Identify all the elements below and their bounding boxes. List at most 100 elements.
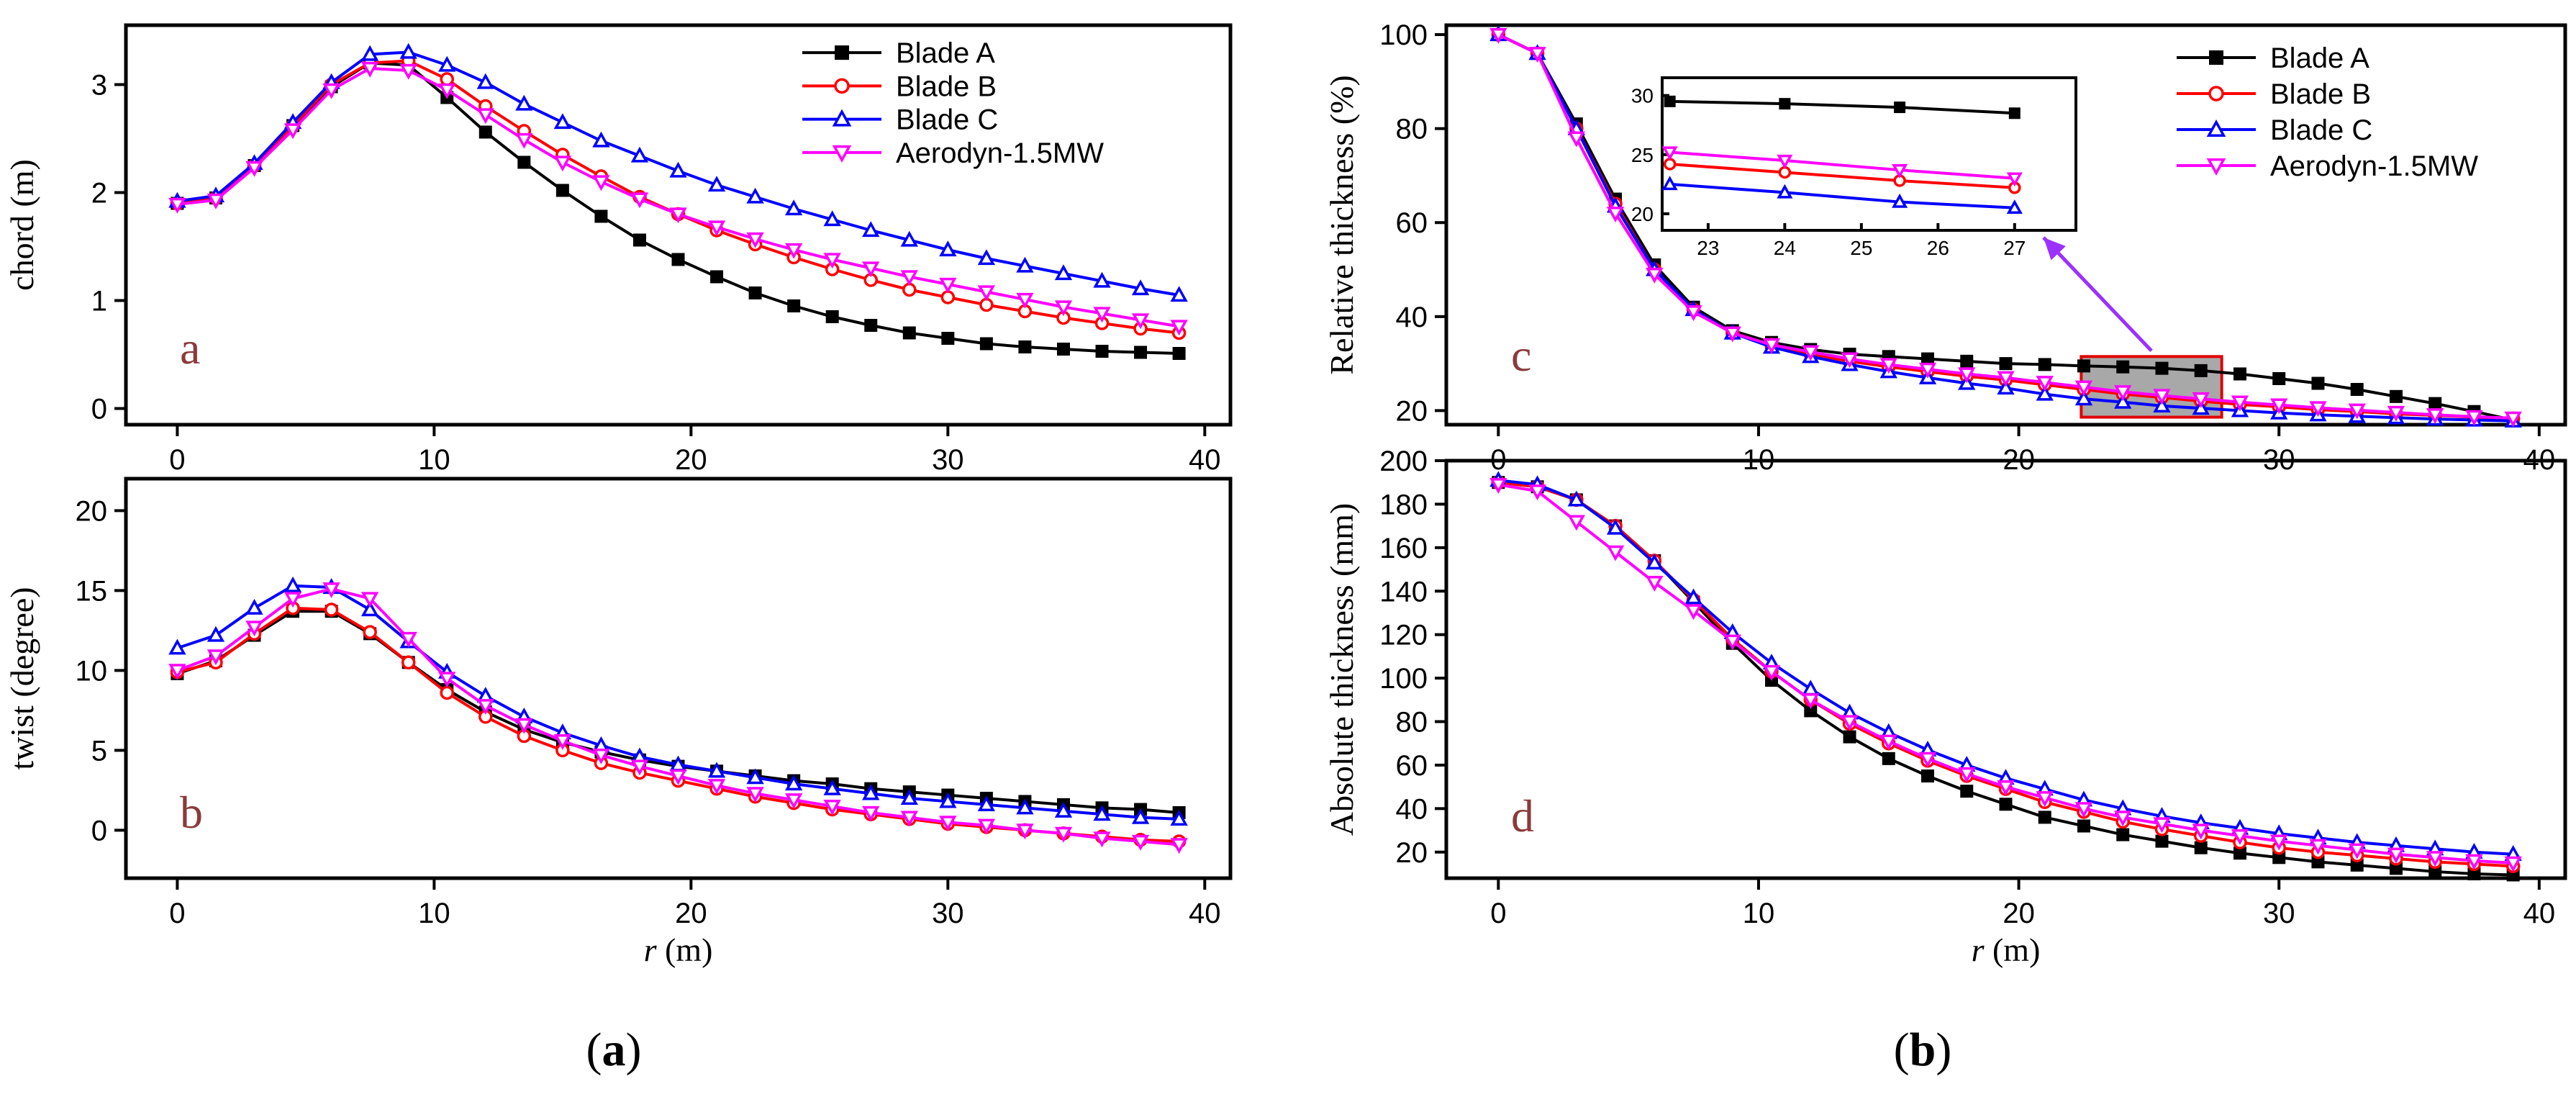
chord-xtick-label-40: 40 (1189, 444, 1221, 476)
chord-point-blade-a-10 (555, 184, 569, 197)
relative_thickness-point-aerodyn-1-5mw-6 (1723, 326, 1741, 343)
absolute_thickness-ytick-label-200: 200 (1379, 446, 1428, 477)
chord-point-aerodyn-1-5mw-7 (438, 83, 456, 99)
chord-point-aerodyn-1-5mw-24 (1093, 307, 1111, 323)
chord-point-blade-a-22 (1018, 340, 1032, 353)
absolute_thickness-point-aerodyn-1-5mw-10 (1879, 734, 1897, 751)
relative_thickness-point-aerodyn-1-5mw-23 (2387, 405, 2405, 422)
relative_thickness-inset-point-blade-a-0 (1664, 95, 1676, 107)
absolute_thickness-series-line-blade-a (1498, 481, 2513, 877)
twist-xtick-label-20: 20 (675, 898, 707, 929)
chord-xtick-label-10: 10 (418, 444, 450, 476)
relative_thickness-point-aerodyn-1-5mw-0 (1489, 27, 1507, 44)
twist-point-blade-c-3 (284, 576, 302, 592)
twist-point-aerodyn-1-5mw-3 (284, 592, 302, 608)
relative_thickness-point-aerodyn-1-5mw-2 (1567, 131, 1585, 148)
chord-point-blade-c-15 (746, 187, 764, 204)
relative_thickness-ytick-label-100: 100 (1379, 19, 1428, 51)
twist-point-aerodyn-1-5mw-13 (669, 769, 687, 785)
twist-ylabel: twist (degree) (4, 587, 40, 769)
chord-point-blade-c-11 (592, 131, 610, 148)
relative_thickness-point-aerodyn-1-5mw-14 (2036, 376, 2054, 392)
twist-point-blade-c-19 (900, 789, 918, 805)
relative_thickness-zoom-arrow (2042, 236, 2153, 353)
chord-legend-marker-aerodyn-1-5mw (832, 145, 852, 163)
twist-point-blade-c-14 (707, 762, 726, 778)
chord-ylabel: chord (m) (4, 159, 40, 291)
chord-xtick-label-30: 30 (932, 444, 964, 476)
absolute_thickness-ylabel: Absolute thickness (mm) (1323, 503, 1360, 836)
twist-point-blade-c-16 (784, 775, 803, 791)
chord-point-aerodyn-1-5mw-5 (360, 61, 379, 78)
chord-point-blade-a-14 (710, 270, 724, 284)
relative_thickness-point-aerodyn-1-5mw-22 (2348, 403, 2366, 420)
twist-point-aerodyn-1-5mw-12 (630, 759, 649, 776)
chord-point-aerodyn-1-5mw-19 (900, 270, 918, 286)
chord-point-blade-c-16 (784, 199, 803, 216)
chord-point-aerodyn-1-5mw-17 (823, 253, 841, 269)
chord-point-blade-a-25 (1134, 346, 1148, 359)
absolute_thickness-point-aerodyn-1-5mw-24 (2426, 851, 2444, 867)
relative_thickness-point-aerodyn-1-5mw-24 (2426, 408, 2444, 425)
chord-legend-label-blade-a: Blade A (896, 37, 995, 69)
chord-ytick-label-0: 0 (91, 394, 107, 425)
twist-point-aerodyn-1-5mw-25 (1131, 834, 1150, 851)
absolute_thickness-point-blade-c-3 (1606, 518, 1625, 535)
relative_thickness-ytick-label-80: 80 (1396, 114, 1428, 145)
chord-point-aerodyn-1-5mw-15 (746, 232, 764, 248)
chord-xtick-label-0: 0 (169, 444, 185, 476)
twist-panel-letter: b (180, 787, 203, 838)
twist-point-aerodyn-1-5mw-21 (977, 818, 996, 835)
chord-point-aerodyn-1-5mw-16 (784, 243, 803, 259)
chord-point-aerodyn-1-5mw-12 (630, 192, 649, 209)
relative_thickness-ylabel: Relative thickness (%) (1323, 75, 1360, 374)
relative_thickness-point-blade-a-15 (2077, 359, 2090, 373)
absolute_thickness-point-aerodyn-1-5mw-18 (2192, 823, 2210, 840)
relative_thickness-inset-ytick-label-20: 20 (1631, 203, 1654, 225)
relative_thickness-point-blade-c-14 (2036, 384, 2054, 401)
absolute_thickness-ytick-label-60: 60 (1396, 750, 1428, 782)
chord-point-blade-c-26 (1170, 286, 1188, 302)
chord-point-blade-c-14 (707, 176, 726, 192)
chord-xtick-label-20: 20 (675, 444, 707, 476)
chord-point-blade-a-15 (748, 286, 762, 299)
absolute_thickness-point-aerodyn-1-5mw-11 (1918, 751, 1937, 768)
absolute_thickness-point-aerodyn-1-5mw-14 (2036, 791, 2054, 808)
relative_thickness-point-blade-a-23 (2389, 389, 2403, 403)
relative_thickness-inset-point-aerodyn-1-5mw-2 (1892, 163, 1908, 179)
relative_thickness-point-blade-a-20 (2272, 372, 2286, 386)
twist-point-blade-c-15 (746, 768, 764, 785)
twist-point-blade-c-26 (1170, 810, 1188, 826)
absolute_thickness-ytick-label-100: 100 (1379, 663, 1428, 695)
chord-legend-marker-blade-a (835, 45, 849, 60)
chord-point-aerodyn-1-5mw-21 (977, 285, 996, 302)
twist-point-blade-c-2 (245, 599, 263, 615)
twist-point-aerodyn-1-5mw-15 (746, 787, 764, 803)
twist-xlabel: r (m) (644, 931, 713, 968)
chord-point-aerodyn-1-5mw-23 (1054, 300, 1073, 317)
twist-point-aerodyn-1-5mw-20 (939, 816, 957, 832)
absolute_thickness-point-blade-a-15 (2077, 819, 2090, 833)
relative_thickness-point-aerodyn-1-5mw-5 (1684, 305, 1702, 322)
absolute_thickness-ytick-label-180: 180 (1379, 489, 1428, 520)
chord-point-blade-c-12 (630, 146, 649, 163)
absolute_thickness-point-aerodyn-1-5mw-19 (2231, 829, 2249, 845)
absolute_thickness-point-blade-a-12 (1960, 785, 1974, 798)
relative_thickness-inset-xtick-label-25: 25 (1850, 237, 1872, 259)
chord-point-blade-c-6 (399, 42, 417, 59)
chord-point-aerodyn-1-5mw-0 (168, 197, 186, 214)
relative_thickness-plot-frame (1444, 23, 2567, 427)
chord-point-blade-a-24 (1095, 345, 1109, 358)
chord-series-line-aerodyn-1-5mw (177, 66, 1179, 328)
relative_thickness-legend-label-blade-a: Blade A (2270, 42, 2369, 74)
twist-point-aerodyn-1-5mw-5 (360, 592, 379, 608)
chord-legend-marker-blade-c (832, 109, 852, 127)
chord-point-aerodyn-1-5mw-13 (669, 207, 687, 224)
relative_thickness-point-aerodyn-1-5mw-18 (2192, 392, 2210, 408)
chord-ytick-label-1: 1 (91, 286, 107, 317)
twist-xtick-label-40: 40 (1189, 898, 1221, 929)
absolute_thickness-point-aerodyn-1-5mw-22 (2348, 843, 2366, 859)
relative_thickness-point-aerodyn-1-5mw-7 (1762, 338, 1781, 354)
relative_thickness-point-aerodyn-1-5mw-10 (1879, 358, 1897, 374)
